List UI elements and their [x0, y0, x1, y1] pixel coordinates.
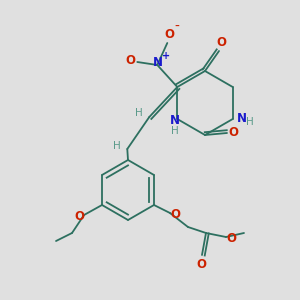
Text: O: O: [216, 37, 226, 50]
Text: O: O: [125, 55, 135, 68]
Text: O: O: [226, 232, 236, 244]
Text: O: O: [74, 211, 84, 224]
Text: H: H: [135, 108, 143, 118]
Text: H: H: [113, 141, 121, 151]
Text: H: H: [246, 117, 254, 127]
Text: H: H: [171, 126, 179, 136]
Text: N: N: [170, 115, 180, 128]
Text: +: +: [162, 51, 170, 61]
Text: O: O: [170, 208, 180, 220]
Text: O: O: [196, 257, 206, 271]
Text: O: O: [228, 127, 238, 140]
Text: N: N: [153, 56, 163, 68]
Text: O: O: [164, 28, 174, 40]
Text: N: N: [237, 112, 247, 124]
Text: -: -: [175, 20, 180, 34]
